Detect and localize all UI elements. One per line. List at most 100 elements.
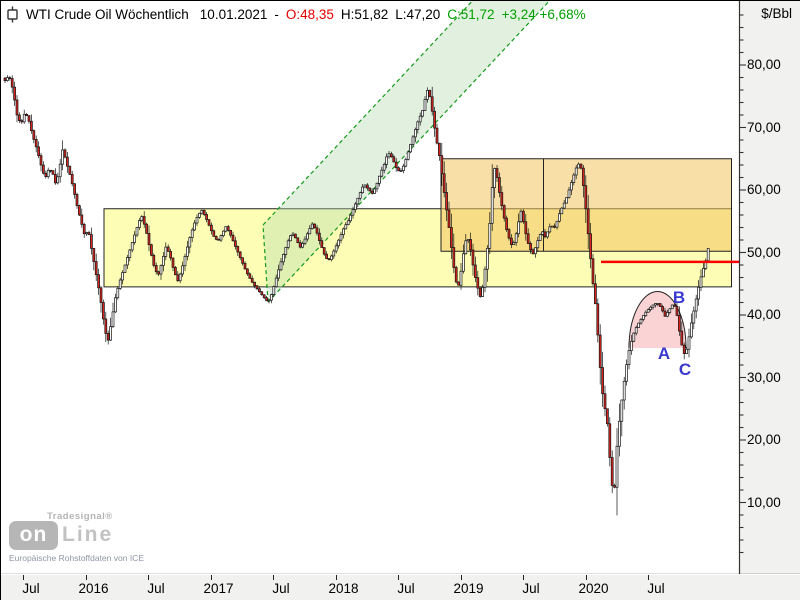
- y-axis-label: 40,00: [747, 307, 781, 322]
- candle-up: [572, 174, 576, 183]
- candle-down: [214, 236, 218, 240]
- candle-up: [337, 239, 340, 247]
- high-value: H:51,82: [340, 6, 389, 22]
- rounding-top-arc[interactable]: [628, 291, 687, 349]
- candle-down: [675, 306, 679, 316]
- channel-upper-line[interactable]: [262, 1, 473, 226]
- candle-up: [644, 311, 648, 316]
- candle-up: [490, 187, 494, 224]
- candle-down: [394, 161, 398, 169]
- candle-up: [483, 268, 487, 288]
- candle-up: [548, 226, 552, 233]
- candle-down: [99, 287, 103, 303]
- candle-up: [200, 209, 204, 214]
- candle-down: [428, 90, 432, 98]
- candle-down: [34, 139, 38, 148]
- candle-up: [270, 294, 273, 301]
- wave-label-a[interactable]: A: [657, 344, 671, 363]
- candle-up: [222, 230, 225, 236]
- candle-down: [584, 185, 588, 210]
- candle-up: [423, 99, 427, 111]
- candle-up: [404, 159, 408, 167]
- candle-down: [601, 367, 604, 395]
- candle-down: [315, 227, 319, 234]
- candle-down: [142, 216, 146, 225]
- candle-up: [61, 149, 64, 165]
- candle-up: [567, 189, 571, 198]
- candle-down: [174, 266, 177, 276]
- candle-down: [507, 229, 511, 239]
- candle-down: [39, 155, 43, 166]
- candle-down: [608, 423, 612, 458]
- candle-down: [313, 223, 316, 229]
- candle-down: [265, 297, 268, 302]
- candle-up: [512, 242, 516, 245]
- candle-up: [406, 151, 410, 160]
- candle-up: [198, 212, 201, 218]
- candle-up: [694, 298, 698, 312]
- x-axis-label: 2019: [453, 581, 484, 596]
- candle-up: [22, 114, 26, 123]
- candle-up: [493, 168, 496, 188]
- candle-down: [87, 232, 91, 235]
- candle-up: [339, 234, 343, 241]
- candle-down: [54, 174, 57, 184]
- channel-lower-line[interactable]: [267, 1, 550, 303]
- candle-up: [114, 297, 117, 313]
- candle-up: [481, 287, 484, 297]
- candle-down: [169, 251, 172, 259]
- candle-down: [25, 114, 28, 116]
- candle-up: [162, 256, 165, 266]
- candle-down: [258, 288, 261, 293]
- price-chart-canvas[interactable]: [1, 1, 800, 574]
- tradesignal-watermark-logo: Tradesignal® on Line: [9, 509, 149, 555]
- candle-down: [234, 240, 237, 247]
- trend-channel[interactable]: [262, 1, 550, 303]
- candle-up: [85, 232, 88, 235]
- wave-label-b[interactable]: B: [672, 288, 686, 307]
- candle-down: [166, 246, 170, 252]
- y-axis-unit-label: $/Bbl: [761, 6, 792, 21]
- candle-up: [699, 276, 703, 288]
- candle-down: [75, 194, 79, 206]
- candle-down: [147, 233, 151, 246]
- candle-up: [704, 260, 708, 269]
- candle-up: [181, 265, 184, 275]
- candle-down: [678, 315, 681, 332]
- candle-down: [13, 86, 16, 101]
- candle-up: [558, 213, 561, 222]
- candle-down: [202, 209, 206, 215]
- candle-up: [646, 309, 650, 313]
- candle-up: [375, 182, 379, 190]
- candle-up: [344, 224, 348, 230]
- candle-up: [6, 77, 9, 81]
- y-axis-gutter: [739, 1, 800, 574]
- candle-down: [248, 273, 252, 279]
- candle-down: [294, 233, 297, 239]
- candle-up: [685, 348, 688, 354]
- candle-down: [603, 393, 607, 410]
- candle-up: [351, 209, 355, 216]
- candle-down: [435, 127, 439, 144]
- candle-down: [30, 120, 33, 131]
- candle-down: [229, 230, 232, 236]
- candle-down: [543, 231, 547, 238]
- candle-down: [438, 142, 441, 156]
- candle-up: [466, 239, 470, 242]
- candle-up: [517, 221, 520, 235]
- wave-label-c[interactable]: C: [678, 360, 692, 379]
- candle-down: [32, 130, 36, 140]
- candle-up: [459, 270, 463, 286]
- candle-up: [632, 332, 636, 342]
- candle-up: [536, 240, 540, 249]
- candle-down: [42, 164, 45, 174]
- candle-up: [649, 306, 652, 310]
- candle-up: [378, 175, 381, 184]
- x-axis-strip: Jul 2016 Jul 2017 Jul 2018 Jul 2019 Jul 2020 Jul: [1, 575, 800, 600]
- x-axis-tick: [85, 575, 87, 580]
- candle-up: [666, 312, 669, 317]
- candle-down: [205, 214, 208, 220]
- candle-down: [27, 115, 31, 122]
- candle-down: [524, 221, 528, 235]
